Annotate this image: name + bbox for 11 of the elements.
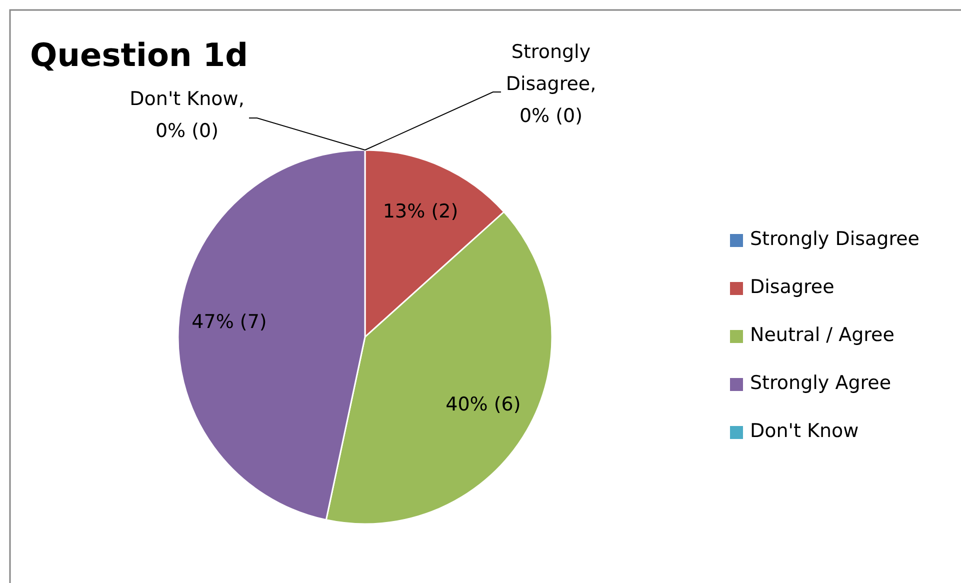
data-label: 40% (6) — [446, 393, 521, 416]
text: Don't Know, 0% (0) — [130, 88, 244, 142]
chart-title: Question 1d — [30, 36, 248, 74]
data-label: 47% (7) — [192, 310, 267, 333]
legend-label: Disagree — [750, 276, 834, 298]
legend-label: Strongly Disagree — [750, 228, 920, 250]
data-label: 13% (2) — [382, 200, 458, 222]
legend-label: Don't Know — [750, 420, 859, 442]
legend-label: Strongly Agree — [750, 372, 892, 394]
text: Strongly Disagree, 0% (0) — [506, 41, 596, 128]
legend-label: Neutral / Agree — [750, 324, 894, 346]
